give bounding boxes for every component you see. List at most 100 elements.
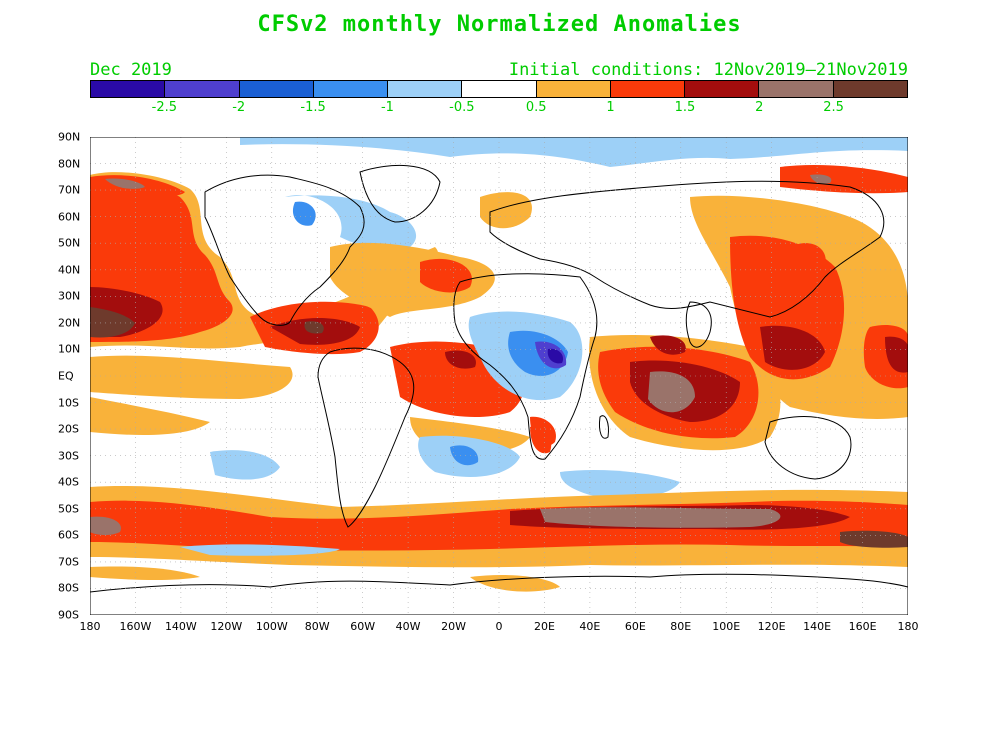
map-svg	[90, 137, 908, 615]
north-pacific-extreme-region	[90, 307, 135, 338]
longitude-tick-label: 100W	[255, 620, 288, 633]
kuroshio-hot	[790, 243, 826, 271]
colorbar-swatch	[91, 81, 166, 97]
colorbar-tick-label: -1	[380, 100, 394, 115]
latitude-tick-label: 90S	[58, 608, 79, 622]
coast-greenland	[359, 164, 441, 223]
latitude-tick-label: 80S	[58, 581, 79, 595]
coastlines	[90, 164, 908, 593]
colorbar-tick-label: -2	[232, 100, 246, 115]
latitude-tick-label: 20N	[58, 316, 81, 330]
latitude-tick-label: 60S	[58, 528, 79, 542]
coast-antarctica	[90, 573, 908, 593]
south-pacific-cool	[210, 450, 280, 480]
colorbar-tick-label: 2.5	[823, 100, 844, 115]
colorbar-tick-label: 1	[606, 100, 615, 115]
longitude-tick-label: 20E	[533, 620, 555, 633]
latitude-tick-label: 90N	[58, 130, 81, 144]
latitude-tick-label: 50N	[58, 236, 81, 250]
latitude-tick-label: 30S	[58, 449, 79, 463]
anomaly-map	[90, 137, 908, 615]
antarctic-cool-band	[180, 544, 340, 556]
longitude-tick-label: 180	[897, 620, 919, 633]
indian-ocean-extreme	[648, 371, 695, 413]
longitude-tick-label: 120E	[757, 620, 786, 633]
colorbar-labels: -2.5 -2 -1.5 -1 -0.5 0.5 1 1.5 2 2.5	[90, 100, 908, 116]
latitude-tick-label: 80N	[58, 157, 81, 171]
central-north-pacific-strong	[885, 336, 908, 373]
coast-north-america	[204, 174, 365, 326]
gulf-mexico-extreme	[304, 321, 324, 334]
latitude-tick-label: 20S	[58, 422, 79, 436]
latitude-tick-label: EQ	[58, 369, 74, 383]
kamchatka-extreme	[810, 174, 832, 184]
southern-africa-hot	[530, 426, 552, 454]
colorbar-tick-label: -2.5	[151, 100, 178, 115]
longitude-tick-label: 60W	[350, 620, 376, 633]
arctic-negative-anomaly	[240, 137, 908, 167]
colorbar-swatch	[685, 81, 760, 97]
latitude-tick-label: 30N	[58, 289, 81, 303]
longitude-tick-label: 100E	[712, 620, 741, 633]
colorbar-tick-label: -1.5	[300, 100, 326, 115]
colorbar-swatch	[388, 81, 463, 97]
south-atlantic-cool-moderate	[450, 445, 479, 466]
gulf-alaska-hot	[150, 225, 193, 259]
northwest-pacific-warm	[780, 165, 908, 194]
longitude-tick-label: 160E	[848, 620, 877, 633]
gulf-guinea-strong	[445, 350, 476, 369]
coast-madagascar	[599, 415, 609, 439]
latitude-tick-label: 40S	[58, 475, 79, 489]
coast-south-america	[317, 347, 415, 528]
colorbar-swatch	[833, 81, 907, 97]
latitude-tick-label: 50S	[58, 502, 79, 516]
longitude-tick-label: 160W	[119, 620, 152, 633]
latitude-tick-label: 70S	[58, 555, 79, 569]
colorbar	[90, 80, 908, 98]
latitude-tick-label: 10S	[58, 396, 79, 410]
antarctic-ross-warm	[470, 575, 560, 592]
colorbar-tick-label: -0.5	[449, 100, 475, 115]
initial-conditions-label: Initial conditions: 12Nov2019–21Nov2019	[508, 60, 908, 80]
central-pacific-warm	[90, 397, 210, 435]
coast-africa	[453, 273, 598, 460]
colorbar-swatch	[536, 81, 611, 97]
arabian-sea-strong	[650, 335, 686, 355]
colorbar-tick-label: 1.5	[674, 100, 696, 115]
north-atlantic-negative-anomaly	[285, 195, 417, 251]
west-pacific-strong	[760, 325, 825, 370]
longitude-tick-label: 140E	[803, 620, 832, 633]
colorbar-swatch	[610, 81, 686, 97]
greenland-sea-warm	[480, 192, 532, 229]
valid-month-label: Dec 2019	[90, 60, 172, 80]
latitude-tick-label: 60N	[58, 210, 81, 224]
southeast-pacific-extreme	[90, 516, 121, 536]
longitude-tick-label: 40E	[579, 620, 601, 633]
coast-eurasia	[489, 180, 885, 318]
hudson-negative-anomaly	[292, 201, 316, 226]
longitude-tick-label: 80W	[304, 620, 330, 633]
longitude-tick-label: 60E	[624, 620, 646, 633]
colorbar-swatch	[165, 81, 240, 97]
coast-india	[685, 301, 712, 348]
longitude-tick-label: 140W	[164, 620, 197, 633]
longitude-tick-label: 80E	[670, 620, 692, 633]
colorbar-swatch	[759, 81, 834, 97]
bering-extreme	[105, 178, 145, 189]
central-africa-extreme-negative	[547, 348, 564, 364]
longitude-tick-label: 0	[495, 620, 503, 633]
southern-ocean-extreme	[540, 507, 781, 528]
east-pacific-warm	[90, 355, 293, 399]
chart-title: CFSv2 monthly Normalized Anomalies	[257, 12, 742, 37]
longitude-tick-label: 20W	[441, 620, 466, 633]
latitude-tick-label: 10N	[58, 342, 81, 356]
latitude-tick-label: 40N	[58, 263, 81, 277]
longitude-tick-label: 40W	[395, 620, 421, 633]
colorbar-swatch	[313, 81, 389, 97]
antarctic-warm-bottom	[90, 566, 200, 581]
colorbar-swatch	[462, 81, 537, 97]
colorbar-tick-label: 0.5	[525, 100, 547, 115]
colorbar-swatch	[239, 81, 314, 97]
coast-australia	[764, 416, 852, 480]
longitude-tick-label: 120W	[210, 620, 243, 633]
